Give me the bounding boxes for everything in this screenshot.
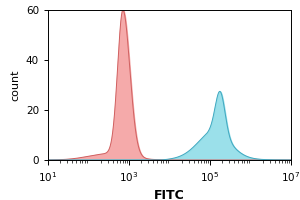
X-axis label: FITC: FITC — [154, 189, 185, 200]
Y-axis label: count: count — [10, 69, 20, 101]
